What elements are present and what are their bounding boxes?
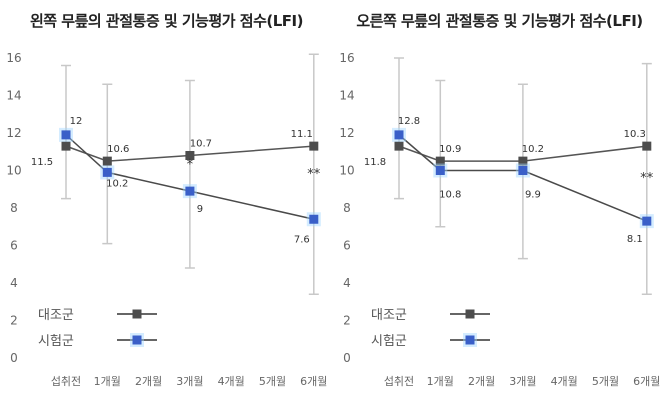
data-point <box>61 130 71 140</box>
data-label: 10.7 <box>190 139 212 150</box>
y-tick-label: 16 <box>6 51 21 65</box>
right-knee-plot: 0 2 4 6 8 10 12 14 16 섭취전 1개월 2개월 3개월 4개월 5개월 6개월 11.8 10… <box>339 51 660 388</box>
data-point <box>435 156 445 166</box>
x-tick-label: 섭취전 <box>51 375 81 388</box>
legend-marker <box>132 309 142 319</box>
data-label: 10.9 <box>439 144 461 155</box>
error-bar <box>184 79 195 269</box>
data-label: 12 <box>70 116 83 127</box>
x-tick-label: 3개월 <box>509 375 536 388</box>
data-point <box>185 151 195 160</box>
y-tick-label: 4 <box>10 276 18 290</box>
right-knee-chart: 오른쪽 무릎의 관절통증 및 기능평가 점수(LFI) 0 2 4 6 8 10 12 14 1… <box>333 0 666 404</box>
data-label: 7.6 <box>294 234 310 245</box>
x-tick-label: 4개월 <box>218 375 245 388</box>
data-label: 11.1 <box>291 129 313 140</box>
x-tick-label: 4개월 <box>551 375 578 388</box>
x-tick-label: 6개월 <box>633 375 660 388</box>
y-tick-label: 6 <box>343 239 351 253</box>
data-point <box>435 166 445 175</box>
y-tick-label: 12 <box>339 126 354 140</box>
x-tick-label: 5개월 <box>259 375 286 388</box>
error-bar <box>308 53 319 295</box>
y-tick-label: 2 <box>10 314 18 328</box>
data-point <box>102 167 112 177</box>
data-point <box>61 141 71 151</box>
error-bar <box>435 79 446 228</box>
x-tick-label: 5개월 <box>592 375 619 388</box>
series-line-test <box>65 134 314 220</box>
data-label: 10.2 <box>106 178 128 189</box>
x-tick-label: 1개월 <box>427 375 454 388</box>
data-point <box>518 156 528 166</box>
legend-label: 시험군 <box>371 334 407 349</box>
y-tick-label: 10 <box>339 164 354 178</box>
significance-mark: ** <box>307 167 321 182</box>
data-point <box>642 141 652 151</box>
legend-marker <box>465 335 475 345</box>
y-tick-label: 8 <box>10 201 18 215</box>
data-point <box>518 166 528 175</box>
y-tick-label: 0 <box>10 351 18 365</box>
data-point <box>642 216 652 226</box>
x-tick-label: 3개월 <box>176 375 203 388</box>
significance-mark: * <box>187 158 194 173</box>
y-tick-label: 2 <box>343 314 351 328</box>
legend-label: 대조군 <box>371 308 407 323</box>
y-tick-label: 12 <box>6 126 21 140</box>
data-label: 10.2 <box>522 144 544 155</box>
data-label: 9 <box>197 204 203 215</box>
data-point <box>309 214 319 224</box>
data-label: 10.6 <box>107 144 129 155</box>
x-tick-label: 섭취전 <box>384 375 414 388</box>
data-point <box>309 141 319 151</box>
data-label: 11.5 <box>31 157 53 168</box>
data-label: 10.3 <box>624 129 646 140</box>
legend-marker <box>465 309 475 319</box>
data-label: 9.9 <box>525 190 541 201</box>
significance-mark: ** <box>640 171 654 186</box>
y-tick-label: 4 <box>343 276 351 290</box>
series-line-test <box>398 134 648 222</box>
y-tick-label: 6 <box>10 239 18 253</box>
error-bar <box>394 57 404 200</box>
y-tick-label: 0 <box>343 351 351 365</box>
y-tick-label: 10 <box>6 164 21 178</box>
x-tick-label: 2개월 <box>468 375 495 388</box>
data-label: 11.8 <box>364 157 386 168</box>
data-point <box>102 156 112 166</box>
data-point <box>394 141 404 151</box>
left-knee-plot: 0 2 4 6 8 10 12 14 16 섭취전 1개월 2개월 3개월 4개월 5개월 6개월 11.5 10… <box>6 51 327 388</box>
x-tick-label: 2개월 <box>135 375 162 388</box>
data-label: 8.1 <box>627 234 643 245</box>
chart-title: 왼쪽 무릎의 관절통증 및 기능평가 점수(LFI) <box>29 12 304 30</box>
data-label: 10.8 <box>439 190 461 201</box>
y-tick-label: 14 <box>6 89 21 103</box>
data-point <box>185 186 195 196</box>
y-tick-label: 8 <box>343 201 351 215</box>
y-tick-label: 16 <box>339 51 354 65</box>
data-label: 12.8 <box>398 116 420 127</box>
legend-marker <box>132 335 142 345</box>
legend-label: 시험군 <box>38 334 74 349</box>
legend-label: 대조군 <box>38 308 74 323</box>
left-knee-chart: 왼쪽 무릎의 관절통증 및 기능평가 점수(LFI) 0 2 4 6 8 10 12 14 16… <box>6 12 327 388</box>
x-tick-label: 1개월 <box>94 375 121 388</box>
x-tick-label: 6개월 <box>300 375 327 388</box>
y-tick-label: 14 <box>339 89 354 103</box>
chart-title: 오른쪽 무릎의 관절통증 및 기능평가 점수(LFI) <box>356 12 643 30</box>
error-bar <box>641 62 652 295</box>
data-point <box>394 130 404 140</box>
